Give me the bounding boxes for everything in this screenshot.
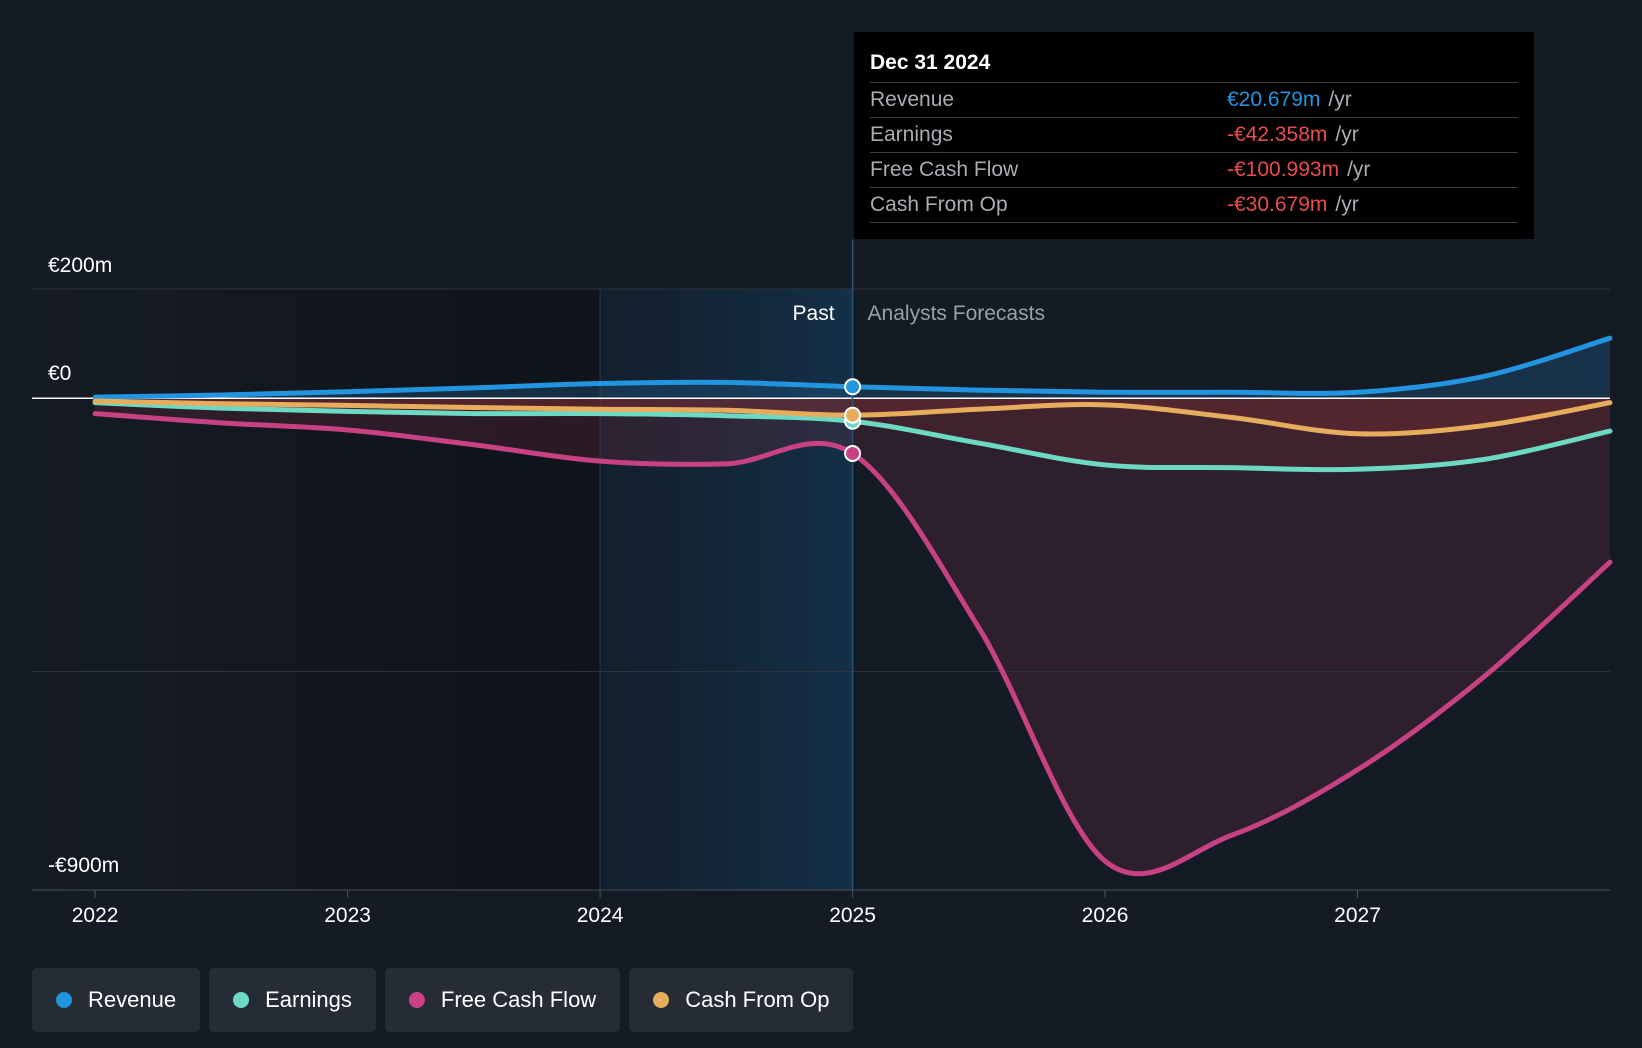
tooltip-row-earnings: Earnings -€42.358m /yr [870, 118, 1518, 153]
tooltip-unit: /yr [1328, 88, 1352, 111]
point-cash-from-op [844, 406, 862, 424]
legend-label: Revenue [88, 987, 177, 1012]
revenue-dot-icon [56, 992, 72, 1008]
legend-item-free-cash-flow[interactable]: Free Cash Flow [384, 968, 621, 1032]
tooltip-date: Dec 31 2024 [870, 46, 1518, 83]
point-revenue [844, 378, 862, 396]
x-tick-label: 2024 [577, 904, 624, 927]
tooltip-label: Cash From Op [870, 193, 1008, 216]
tooltip-unit: /yr [1335, 123, 1359, 146]
x-tick-label: 2026 [1082, 904, 1129, 927]
tooltip-value: €20.679m [1227, 88, 1321, 111]
y-label-zero: €0 [48, 362, 71, 385]
tooltip-row-cash-from-op: Cash From Op -€30.679m /yr [870, 188, 1518, 223]
point-free-cash-flow [844, 444, 862, 462]
x-tick-label: 2027 [1334, 904, 1381, 927]
free-cash-flow-dot-icon [408, 992, 425, 1008]
tooltip-label: Free Cash Flow [870, 158, 1019, 181]
past-region [32, 289, 601, 890]
tooltip-row-free-cash-flow: Free Cash Flow -€100.993m /yr [870, 153, 1518, 188]
legend-item-cash-from-op[interactable]: Cash From Op [629, 968, 854, 1032]
tooltip-value: -€100.993m [1227, 158, 1340, 181]
tooltip-row-revenue: Revenue €20.679m /yr [870, 83, 1518, 118]
tooltip-label: Earnings [870, 123, 953, 146]
tooltip-unit: /yr [1347, 158, 1371, 181]
tooltip-value: -€42.358m [1227, 123, 1328, 146]
area-free-cash-flow [95, 398, 1611, 874]
tooltip-label: Revenue [870, 88, 955, 111]
past-label: Past [793, 302, 835, 325]
legend-label: Free Cash Flow [440, 987, 597, 1012]
forecast-label: Analysts Forecasts [868, 302, 1045, 325]
highlight-region [600, 289, 853, 890]
x-tick-label: 2022 [72, 904, 119, 927]
y-label-top: €200m [48, 254, 112, 277]
legend-label: Earnings [265, 987, 352, 1012]
y-label-bottom: -€900m [48, 854, 119, 877]
tooltip-value: -€30.679m [1227, 193, 1328, 216]
tooltip: Dec 31 2024 Revenue €20.679m /yr Earning… [854, 32, 1534, 239]
legend: Revenue Earnings Free Cash Flow Cash Fro… [32, 968, 854, 1032]
earnings-dot-icon [233, 992, 250, 1008]
legend-label: Cash From Op [685, 987, 830, 1012]
legend-item-earnings[interactable]: Earnings [209, 968, 376, 1032]
tooltip-unit: /yr [1335, 193, 1359, 216]
x-tick-label: 2023 [324, 904, 371, 927]
x-tick-label: 2025 [829, 904, 876, 927]
legend-item-revenue[interactable]: Revenue [32, 968, 201, 1032]
line-free-cash-flow [92, 411, 1613, 877]
cash-from-op-dot-icon [653, 992, 670, 1008]
area-revenue [95, 338, 1611, 399]
